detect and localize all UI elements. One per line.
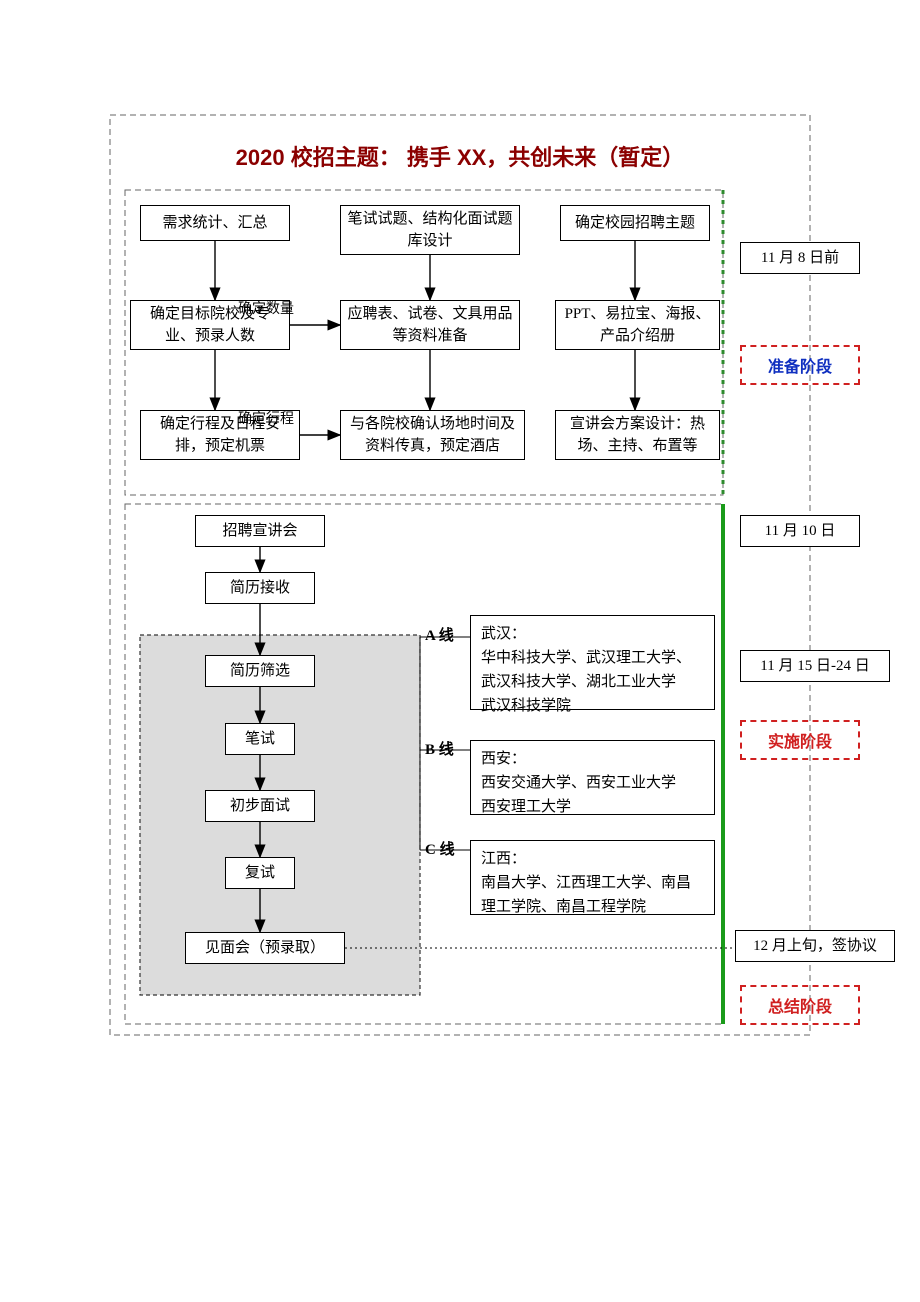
diagram-title: 2020 校招主题： 携手 XX，共创未来（暂定） [160, 140, 760, 172]
node-d3: 简历筛选 [205, 655, 315, 687]
node-c2: 与各院校确认场地时间及资料传真，预定酒店 [340, 410, 525, 460]
node-a1: 需求统计、汇总 [140, 205, 290, 241]
node-a2: 笔试试题、结构化面试题库设计 [340, 205, 520, 255]
node-d1: 招聘宣讲会 [195, 515, 325, 547]
node-d6: 复试 [225, 857, 295, 889]
node-t1: 11 月 8 日前 [740, 242, 860, 274]
node-t3: 11 月 15 日-24 日 [740, 650, 890, 682]
node-d5: 初步面试 [205, 790, 315, 822]
node-a3: 确定校园招聘主题 [560, 205, 710, 241]
phase-prep: 准备阶段 [740, 345, 860, 385]
node-b3: PPT、易拉宝、海报、产品介绍册 [555, 300, 720, 350]
node-t2: 11 月 10 日 [740, 515, 860, 547]
node-b2: 应聘表、试卷、文具用品等资料准备 [340, 300, 520, 350]
node-c3: 宣讲会方案设计：热场、主持、布置等 [555, 410, 720, 460]
phase-summ: 总结阶段 [740, 985, 860, 1025]
edge-label-route: 确定行程 [238, 408, 294, 428]
route-label-C: C 线 [425, 838, 455, 859]
phase-impl: 实施阶段 [740, 720, 860, 760]
node-d7: 见面会（预录取） [185, 932, 345, 964]
route-box-B: 西安：西安交通大学、西安工业大学西安理工大学 [470, 740, 715, 815]
route-box-A: 武汉：华中科技大学、武汉理工大学、武汉科技大学、湖北工业大学武汉科技学院 [470, 615, 715, 710]
route-label-A: A 线 [425, 624, 454, 645]
edge-label-qty: 确定数量 [238, 298, 294, 318]
node-d4: 笔试 [225, 723, 295, 755]
route-label-B: B 线 [425, 738, 454, 759]
node-t4: 12 月上旬，签协议 [735, 930, 895, 962]
node-d2: 简历接收 [205, 572, 315, 604]
route-box-C: 江西：南昌大学、江西理工大学、南昌理工学院、南昌工程学院 [470, 840, 715, 915]
diagram-canvas: 2020 校招主题： 携手 XX，共创未来（暂定） 需求统计、汇总 笔试试题、结构… [0, 0, 920, 1302]
